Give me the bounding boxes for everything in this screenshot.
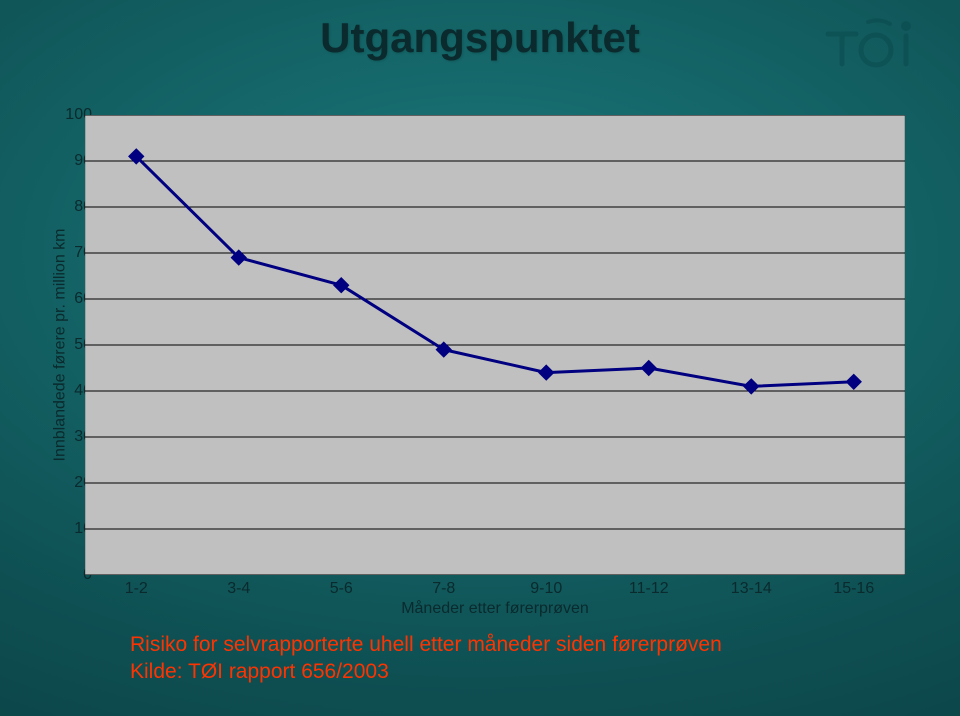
x-tick: 5-6 xyxy=(330,580,353,598)
x-tick: 13-14 xyxy=(731,580,772,598)
caption-line1: Risiko for selvrapporterte uhell etter m… xyxy=(130,632,722,659)
chart-plot-area xyxy=(85,115,905,575)
x-tick: 3-4 xyxy=(227,580,250,598)
x-tick: 9-10 xyxy=(530,580,562,598)
toi-logo xyxy=(818,16,938,81)
x-axis-ticks: 1-2 3-4 5-6 7-8 9-10 11-12 13-14 15-16 xyxy=(85,580,905,600)
slide-title: Utgangspunktet xyxy=(320,14,640,62)
slide: Utgangspunktet Innblandede førere pr. mi… xyxy=(0,0,960,716)
x-axis-label: Måneder etter førerprøven xyxy=(85,600,905,618)
x-tick: 7-8 xyxy=(432,580,455,598)
x-tick: 1-2 xyxy=(125,580,148,598)
caption-line2: Kilde: TØI rapport 656/2003 xyxy=(130,659,722,686)
x-tick: 15-16 xyxy=(833,580,874,598)
x-tick: 11-12 xyxy=(629,580,669,598)
caption-text: Risiko for selvrapporterte uhell etter m… xyxy=(130,632,722,686)
